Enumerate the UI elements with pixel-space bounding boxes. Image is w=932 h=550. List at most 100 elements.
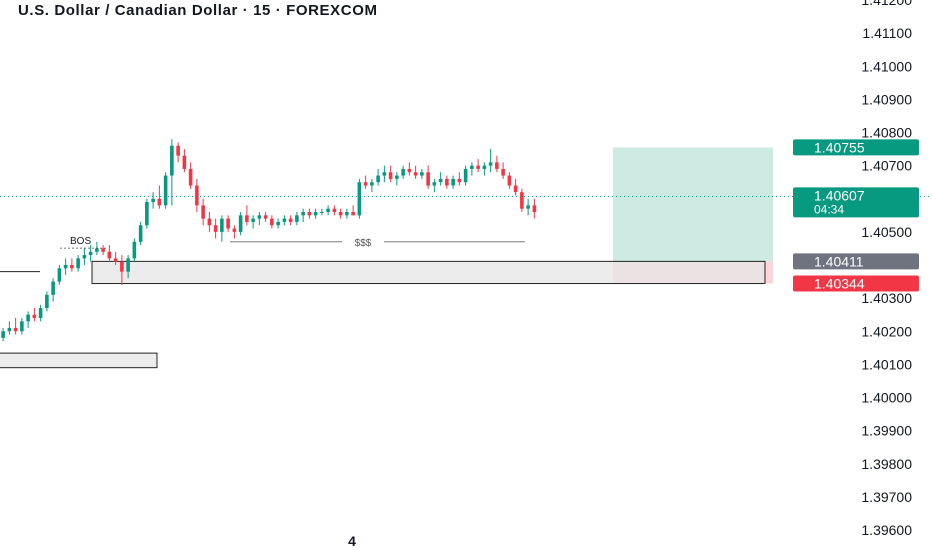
candle-body [176,145,180,156]
candle-body [476,165,480,169]
candle-body [107,251,112,259]
bos-label: BOS [70,236,91,247]
candle-body [57,268,62,282]
candle-body [151,198,155,203]
candle-body [326,208,330,212]
candle-body [270,218,274,226]
candle-body [163,175,168,206]
candle-body [488,162,493,166]
price-tick-label: 1.40700 [861,158,912,174]
candle-body [257,215,262,219]
candle-body [482,165,487,169]
candle-body [282,218,287,222]
zones-layer [0,147,932,369]
price-badge-label: 1.40755 [814,139,865,155]
candles-layer [1,139,537,342]
price-axis[interactable]: 1.41200 1.41100 1.41000 1.40900 1.40800 1.407… [861,0,912,538]
candle-body [70,265,74,269]
candle-body [170,145,174,176]
price-tick-label: 1.40300 [861,290,912,306]
candle-body [513,185,518,193]
candle-body [301,212,305,216]
candle-body [13,327,18,332]
price-tick-label: 1.41000 [861,58,912,74]
take-profit-zone [613,147,773,262]
candle-body [345,212,349,216]
candle-body [1,331,5,338]
candle-body [438,178,443,183]
annotations-layer: BOS $$$ [60,236,525,249]
candle-body [201,205,205,219]
candle-body [51,281,55,295]
candle-body [226,218,230,229]
demand-zone-box [91,260,766,285]
candle-body [307,212,312,216]
candle-body [507,175,512,186]
price-badge [793,139,919,156]
price-tick-label: 1.39800 [861,456,912,472]
candle-body [82,255,87,259]
price-tick-label: 1.40100 [861,356,912,372]
candle-body [426,172,430,186]
candle-body [220,218,224,232]
candle-body [451,178,455,186]
price-badge-label: 1.40607 [814,187,865,203]
candle-body [132,241,137,259]
price-tick-label: 1.39600 [861,522,912,538]
price-tick-label: 1.41200 [861,0,912,8]
candle-body [238,215,243,232]
candle-body [288,218,293,222]
candle-body [338,212,343,216]
price-tick-label: 1.39900 [861,423,912,439]
candle-body [88,251,93,256]
candle-body [63,265,68,269]
candle-body [532,205,537,212]
candle-body [138,225,143,242]
candle-body [26,314,30,322]
countdown-label: 04:34 [814,202,844,216]
candle-body [145,202,149,226]
candle-body [263,215,268,219]
price-badge-label: 1.40344 [814,276,865,292]
candle-body [251,218,255,222]
candle-body [457,178,462,183]
candle-body [101,248,105,252]
candle-body [382,172,387,176]
price-tick-label: 1.39700 [861,489,912,505]
candle-body [245,215,249,222]
candle-body [501,168,505,176]
candle-body [45,294,49,309]
time-axis[interactable]: 4 [348,533,356,549]
candle-body [407,168,412,173]
candle-body [526,205,530,209]
candle-body [213,225,218,232]
candle-body [445,178,449,186]
candle-body [295,215,299,222]
candle-body [120,261,124,272]
price-tick-label: 1.40900 [861,91,912,107]
price-tick-label: 1.40500 [861,224,912,240]
price-badge [793,275,919,292]
candle-body [401,168,405,176]
candle-body [376,175,380,183]
candle-body [363,182,368,186]
candle-body [157,198,162,206]
candle-body [495,162,499,169]
candle-body [95,248,99,252]
liquidity-label: $$$ [355,238,372,249]
candle-body [276,221,280,226]
candle-body [388,172,393,179]
candle-body [395,175,399,179]
chart-title: U.S. Dollar / Canadian Dollar · 15 · FOR… [18,2,378,19]
candle-body [195,185,199,206]
candle-body [38,308,43,318]
candle-body [207,218,212,226]
price-tick-label: 1.40200 [861,323,912,339]
candle-body [182,155,187,169]
price-badge-label: 1.40411 [814,253,864,269]
price-badge [793,253,919,270]
price-tick-label: 1.40800 [861,125,912,141]
price-tick-label: 1.40000 [861,390,912,406]
